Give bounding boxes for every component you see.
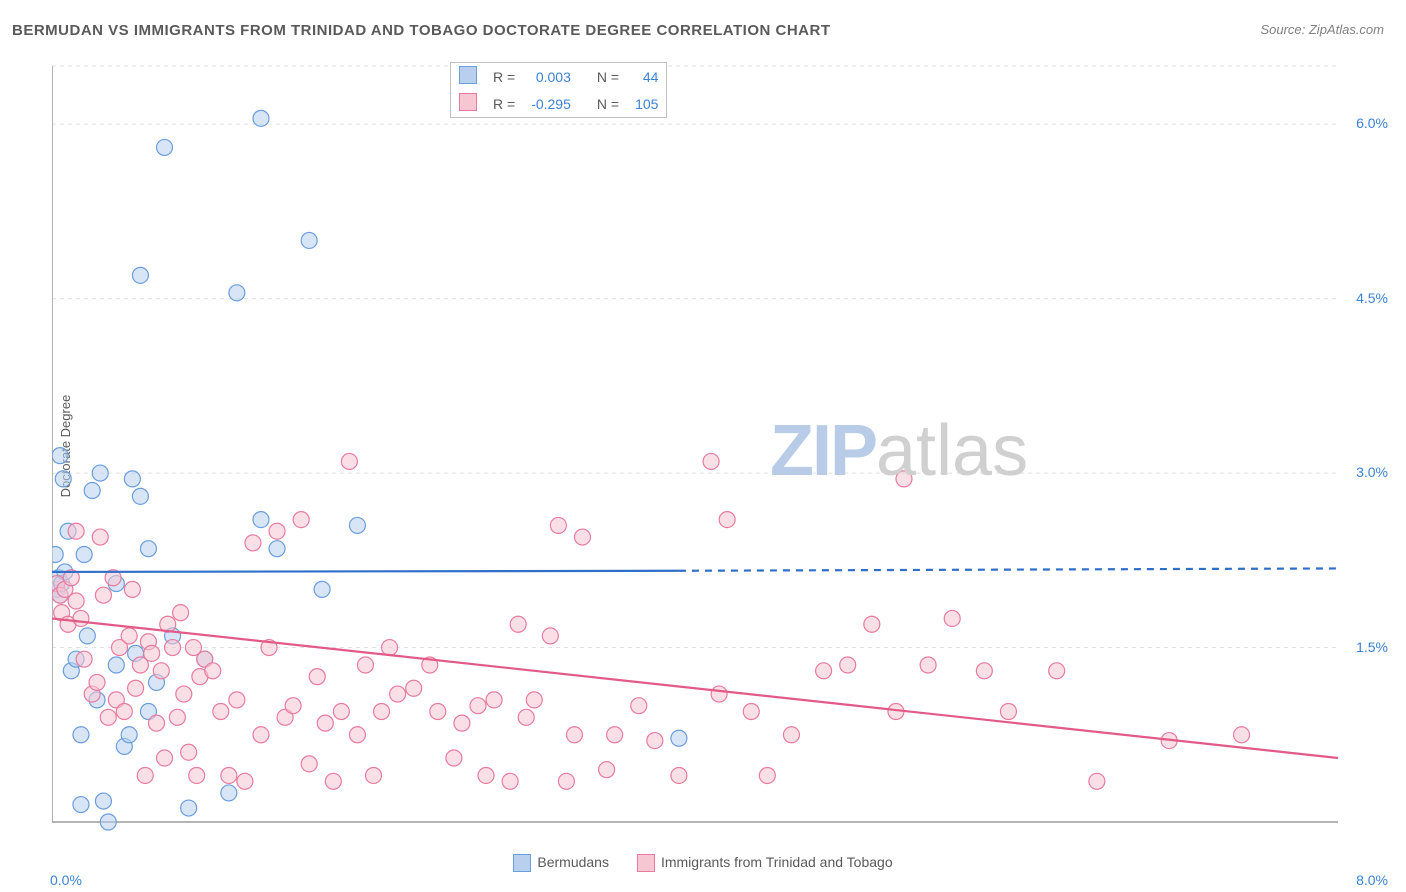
source-prefix: Source: (1260, 22, 1308, 37)
series-legend: Bermudans Immigrants from Trinidad and To… (0, 854, 1406, 872)
y-tick-label: 6.0% (1356, 115, 1388, 131)
y-tick-label: 4.5% (1356, 290, 1388, 306)
correlation-chart: BERMUDAN VS IMMIGRANTS FROM TRINIDAD AND… (0, 0, 1406, 892)
source-attribution: Source: ZipAtlas.com (1260, 22, 1384, 37)
legend-item: Immigrants from Trinidad and Tobago (637, 854, 893, 872)
x-axis-max-label: 8.0% (1356, 872, 1388, 888)
y-tick-label: 3.0% (1356, 464, 1388, 480)
y-tick-label: 1.5% (1356, 639, 1388, 655)
legend-item: Bermudans (513, 854, 609, 872)
source-link[interactable]: ZipAtlas.com (1309, 22, 1384, 37)
chart-title: BERMUDAN VS IMMIGRANTS FROM TRINIDAD AND… (12, 22, 831, 39)
statistics-legend: R =0.003N =44R =-0.295N =105 (450, 62, 667, 118)
x-axis-origin-label: 0.0% (50, 872, 82, 888)
scatter-plot-svg (52, 58, 1388, 838)
